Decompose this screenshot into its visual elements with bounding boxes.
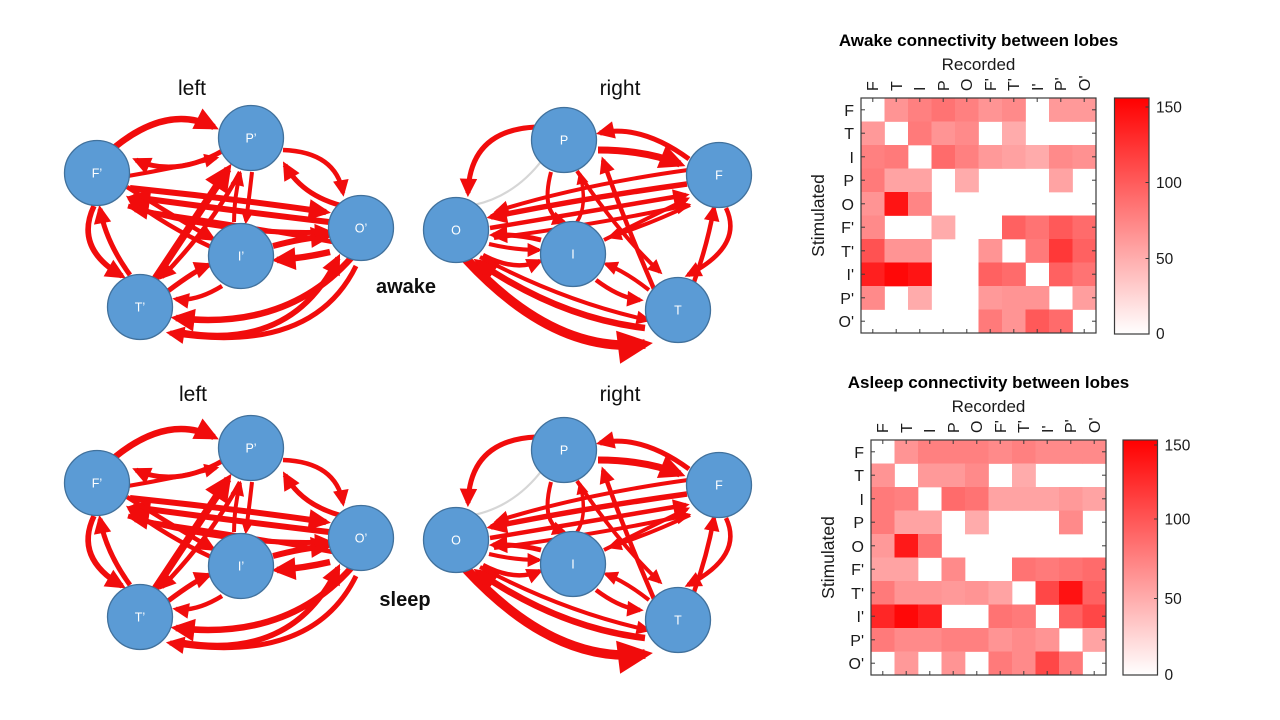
svg-text:P': P'	[1053, 77, 1070, 91]
svg-text:I': I'	[847, 267, 855, 284]
svg-text:50: 50	[1156, 251, 1174, 268]
svg-text:Stimulated: Stimulated	[808, 174, 828, 257]
svg-text:Recorded: Recorded	[942, 55, 1016, 74]
svg-text:T: T	[889, 81, 906, 91]
svg-text:F: F	[854, 445, 864, 462]
svg-text:0: 0	[1165, 667, 1174, 684]
svg-text:T': T'	[841, 244, 854, 261]
svg-text:O': O'	[849, 656, 865, 673]
svg-text:P: P	[843, 173, 854, 190]
svg-text:F: F	[875, 423, 892, 433]
svg-text:I': I'	[857, 609, 865, 626]
svg-text:left: left	[178, 77, 206, 100]
svg-text:O': O'	[1087, 418, 1104, 434]
svg-text:T': T'	[1016, 420, 1033, 433]
svg-text:100: 100	[1165, 512, 1191, 529]
svg-text:I: I	[850, 150, 854, 167]
svg-text:O': O'	[1077, 76, 1094, 92]
svg-text:I: I	[860, 492, 864, 509]
svg-text:50: 50	[1165, 591, 1183, 608]
svg-text:P: P	[946, 422, 963, 433]
svg-text:sleep: sleep	[379, 589, 430, 611]
svg-text:F': F'	[841, 220, 854, 237]
svg-text:Asleep connectivity between lo: Asleep connectivity between lobes	[848, 373, 1130, 392]
svg-text:F: F	[865, 81, 882, 91]
svg-text:left: left	[179, 383, 207, 406]
svg-text:I: I	[912, 87, 929, 91]
svg-text:150: 150	[1165, 438, 1191, 455]
svg-text:F': F'	[851, 562, 864, 579]
svg-text:O: O	[969, 421, 986, 433]
svg-text:awake: awake	[376, 276, 436, 298]
svg-text:P': P'	[850, 633, 864, 650]
svg-text:0: 0	[1156, 326, 1165, 343]
svg-text:Stimulated: Stimulated	[818, 516, 838, 599]
svg-text:O: O	[852, 539, 864, 556]
svg-text:T: T	[844, 126, 854, 143]
svg-text:T': T'	[851, 586, 864, 603]
svg-text:P: P	[936, 80, 953, 91]
svg-text:I': I'	[1040, 426, 1057, 434]
svg-text:right: right	[600, 383, 641, 406]
svg-text:O: O	[842, 197, 854, 214]
svg-text:I: I	[922, 429, 939, 433]
svg-text:P: P	[853, 515, 864, 532]
svg-text:F': F'	[983, 78, 1000, 91]
svg-text:I': I'	[1030, 84, 1047, 92]
svg-text:150: 150	[1156, 100, 1182, 117]
svg-text:F': F'	[993, 420, 1010, 433]
svg-text:O': O'	[839, 314, 855, 331]
svg-text:Awake connectivity between lob: Awake connectivity between lobes	[839, 31, 1118, 50]
svg-text:T': T'	[1006, 78, 1023, 91]
svg-text:100: 100	[1156, 175, 1182, 192]
svg-text:O: O	[959, 79, 976, 91]
svg-text:right: right	[600, 77, 641, 100]
svg-text:P': P'	[840, 291, 854, 308]
svg-text:Recorded: Recorded	[952, 397, 1026, 416]
svg-text:P': P'	[1063, 419, 1080, 433]
svg-text:F: F	[844, 103, 854, 120]
svg-text:T: T	[854, 468, 864, 485]
svg-text:T: T	[899, 423, 916, 433]
